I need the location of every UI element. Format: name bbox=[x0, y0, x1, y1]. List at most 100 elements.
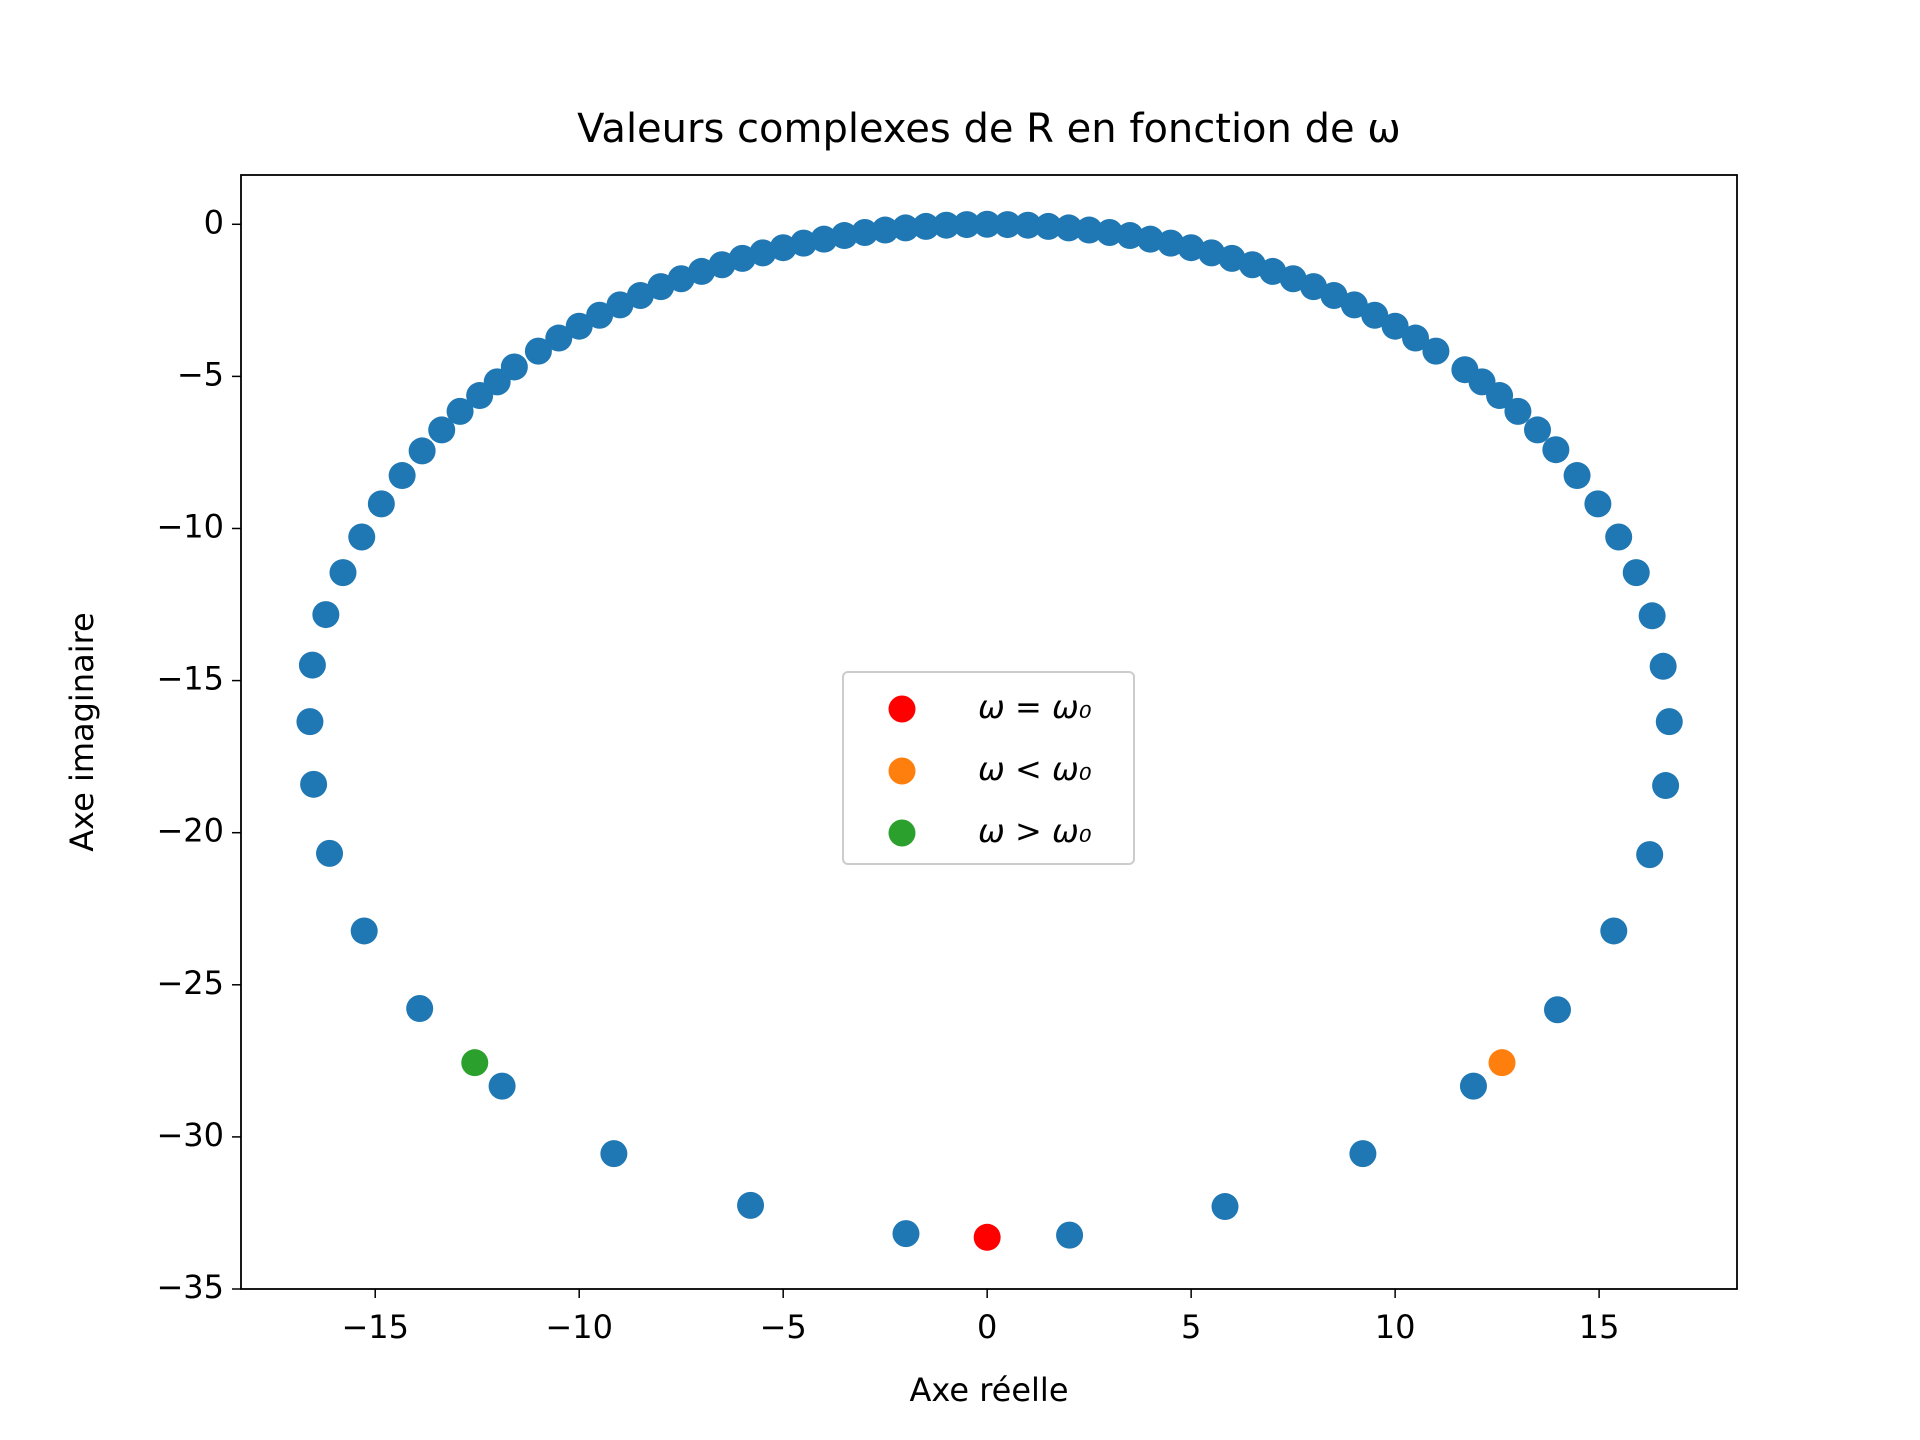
point bbox=[406, 995, 434, 1023]
point bbox=[1116, 222, 1144, 250]
point bbox=[600, 1140, 628, 1168]
point bbox=[790, 229, 818, 257]
point bbox=[994, 211, 1022, 239]
point bbox=[408, 437, 436, 465]
point bbox=[312, 601, 340, 629]
point bbox=[316, 839, 344, 867]
point bbox=[626, 281, 654, 309]
y-tick-label: −20 bbox=[156, 812, 224, 850]
point bbox=[769, 234, 797, 262]
point bbox=[810, 225, 838, 253]
point bbox=[388, 462, 416, 490]
point bbox=[1300, 273, 1328, 301]
x-tick-label: 5 bbox=[1181, 1308, 1201, 1346]
point bbox=[973, 1223, 1001, 1251]
point bbox=[488, 1072, 516, 1100]
legend-label: ω = ω₀ bbox=[978, 688, 1092, 726]
point bbox=[1486, 382, 1514, 410]
point bbox=[1524, 416, 1552, 444]
point bbox=[973, 210, 1001, 238]
x-tick-label: −5 bbox=[760, 1308, 807, 1346]
point bbox=[667, 265, 695, 293]
point bbox=[1218, 244, 1246, 272]
point bbox=[1622, 559, 1650, 587]
point bbox=[749, 239, 777, 267]
y-tick-label: −35 bbox=[156, 1268, 224, 1306]
point bbox=[606, 291, 634, 319]
legend-marker bbox=[888, 695, 916, 723]
y-tick-label: −25 bbox=[156, 964, 224, 1002]
point bbox=[1279, 265, 1307, 293]
point bbox=[1198, 239, 1226, 267]
point bbox=[1055, 214, 1083, 242]
legend-label: ω > ω₀ bbox=[978, 812, 1092, 850]
point bbox=[851, 218, 879, 246]
legend-marker bbox=[888, 757, 916, 785]
point bbox=[1056, 1221, 1084, 1249]
point bbox=[1543, 996, 1571, 1024]
point bbox=[1361, 301, 1389, 329]
point bbox=[524, 337, 552, 365]
point bbox=[500, 353, 528, 381]
plot-frame bbox=[240, 174, 1738, 1290]
point bbox=[1459, 1072, 1487, 1100]
y-axis-label: Axe imaginaire bbox=[63, 612, 101, 852]
point bbox=[367, 490, 395, 518]
point bbox=[912, 212, 940, 240]
y-tick-label: 0 bbox=[204, 203, 224, 241]
point bbox=[1652, 772, 1680, 800]
x-axis-label: Axe réelle bbox=[910, 1371, 1069, 1409]
point bbox=[1177, 234, 1205, 262]
point bbox=[1422, 337, 1450, 365]
point bbox=[1655, 708, 1683, 736]
point bbox=[1542, 436, 1570, 464]
point bbox=[586, 301, 614, 329]
point bbox=[461, 1049, 489, 1077]
x-tick-label: −10 bbox=[545, 1308, 613, 1346]
point bbox=[1605, 523, 1633, 551]
point bbox=[298, 651, 326, 679]
point bbox=[348, 523, 376, 551]
point bbox=[1638, 602, 1666, 630]
point bbox=[892, 1220, 920, 1248]
point bbox=[1136, 225, 1164, 253]
x-tick-label: 15 bbox=[1579, 1308, 1620, 1346]
legend-label: ω < ω₀ bbox=[978, 750, 1092, 788]
point bbox=[1402, 324, 1430, 352]
point bbox=[1504, 397, 1532, 425]
point bbox=[446, 397, 474, 425]
point bbox=[830, 222, 858, 250]
point bbox=[1488, 1049, 1516, 1077]
y-tick-label: −10 bbox=[156, 507, 224, 545]
point bbox=[296, 708, 324, 736]
point bbox=[1034, 212, 1062, 240]
legend-marker bbox=[888, 819, 916, 847]
point bbox=[1600, 917, 1628, 945]
point bbox=[1381, 312, 1409, 340]
point bbox=[688, 257, 716, 285]
point bbox=[647, 273, 675, 301]
point bbox=[1096, 218, 1124, 246]
point bbox=[1157, 229, 1185, 257]
point bbox=[300, 770, 328, 798]
point bbox=[1636, 841, 1664, 869]
point bbox=[545, 324, 573, 352]
point bbox=[1649, 652, 1677, 680]
point bbox=[1238, 251, 1266, 279]
point bbox=[350, 917, 378, 945]
point bbox=[1349, 1140, 1377, 1168]
x-tick-label: 10 bbox=[1375, 1308, 1416, 1346]
point bbox=[871, 216, 899, 244]
point bbox=[708, 251, 736, 279]
y-tick-label: −30 bbox=[156, 1116, 224, 1154]
point bbox=[1075, 216, 1103, 244]
point bbox=[1584, 490, 1612, 518]
point bbox=[1014, 211, 1042, 239]
point bbox=[1563, 462, 1591, 490]
point bbox=[737, 1191, 765, 1219]
point bbox=[1340, 291, 1368, 319]
point bbox=[728, 244, 756, 272]
point bbox=[953, 211, 981, 239]
y-tick-label: −5 bbox=[177, 355, 224, 393]
